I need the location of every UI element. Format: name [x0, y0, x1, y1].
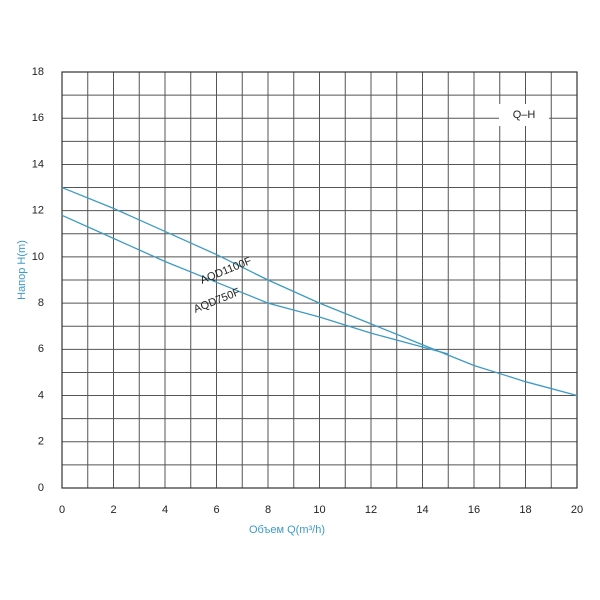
x-tick-label: 14 — [416, 504, 428, 516]
line-series — [61, 186, 578, 397]
y-tick-label: 18 — [32, 66, 44, 78]
line-series — [61, 214, 449, 355]
y-tick-label: 8 — [38, 297, 44, 309]
plot-frame — [61, 71, 578, 489]
y-tick-label: 6 — [38, 343, 44, 355]
x-tick-label: 2 — [110, 504, 116, 516]
x-tick-label: 4 — [162, 504, 168, 516]
y-tick-label: 4 — [38, 389, 44, 401]
y-tick-label: 0 — [38, 482, 44, 494]
annotation-box — [499, 104, 549, 126]
y-tick-label: 2 — [38, 436, 44, 448]
x-tick-label: 6 — [213, 504, 219, 516]
y-tick-label: 12 — [32, 205, 44, 217]
x-tick-label: 20 — [571, 504, 583, 516]
x-axis-label: Объем Q(m³/h) — [249, 524, 325, 536]
annotation: Q–H — [513, 109, 536, 121]
y-tick-label: 10 — [32, 251, 44, 263]
x-tick-label: 18 — [519, 504, 531, 516]
y-tick-label: 14 — [32, 158, 44, 170]
x-tick-label: 10 — [313, 504, 325, 516]
x-tick-label: 0 — [59, 504, 65, 516]
series-label: AQD750F — [192, 286, 242, 316]
x-tick-label: 16 — [468, 504, 480, 516]
y-tick-label: 16 — [32, 112, 44, 124]
x-tick-label: 12 — [365, 504, 377, 516]
y-axis-label: Напор H(m) — [16, 240, 28, 300]
x-tick-label: 8 — [265, 504, 271, 516]
